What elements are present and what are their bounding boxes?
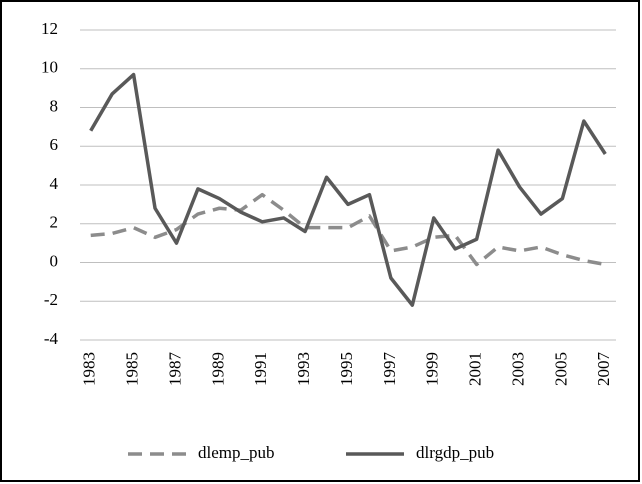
x-tick-label: 1983 <box>80 352 99 386</box>
y-tick-label: 8 <box>50 96 59 115</box>
y-tick-label: 4 <box>50 174 59 193</box>
x-tick-label: 2005 <box>551 352 570 386</box>
x-tick-label: 1995 <box>337 352 356 386</box>
y-tick-label: -4 <box>44 329 59 348</box>
x-tick-label: 2003 <box>508 352 527 386</box>
series-line <box>90 192 606 267</box>
x-tick-label: 2007 <box>594 352 613 387</box>
legend-label: dlrgdp_pub <box>416 443 494 462</box>
x-tick-label: 1987 <box>165 352 184 387</box>
x-tick-label: 2001 <box>466 352 485 386</box>
x-tick-label: 1989 <box>208 352 227 386</box>
x-tick-label: 1991 <box>251 352 270 386</box>
y-tick-label: 2 <box>50 213 59 232</box>
x-tick-label: 1997 <box>380 352 399 387</box>
y-tick-label: 12 <box>41 19 58 38</box>
y-tick-label: -2 <box>44 290 58 309</box>
x-tick-label: 1999 <box>423 352 442 386</box>
y-tick-label: 10 <box>41 58 58 77</box>
x-tick-label: 1985 <box>123 352 142 386</box>
legend-label: dlemp_pub <box>198 443 275 462</box>
y-tick-label: 6 <box>50 135 59 154</box>
x-tick-label: 1993 <box>294 352 313 386</box>
y-tick-label: 0 <box>50 251 59 270</box>
series-line <box>89 72 607 307</box>
